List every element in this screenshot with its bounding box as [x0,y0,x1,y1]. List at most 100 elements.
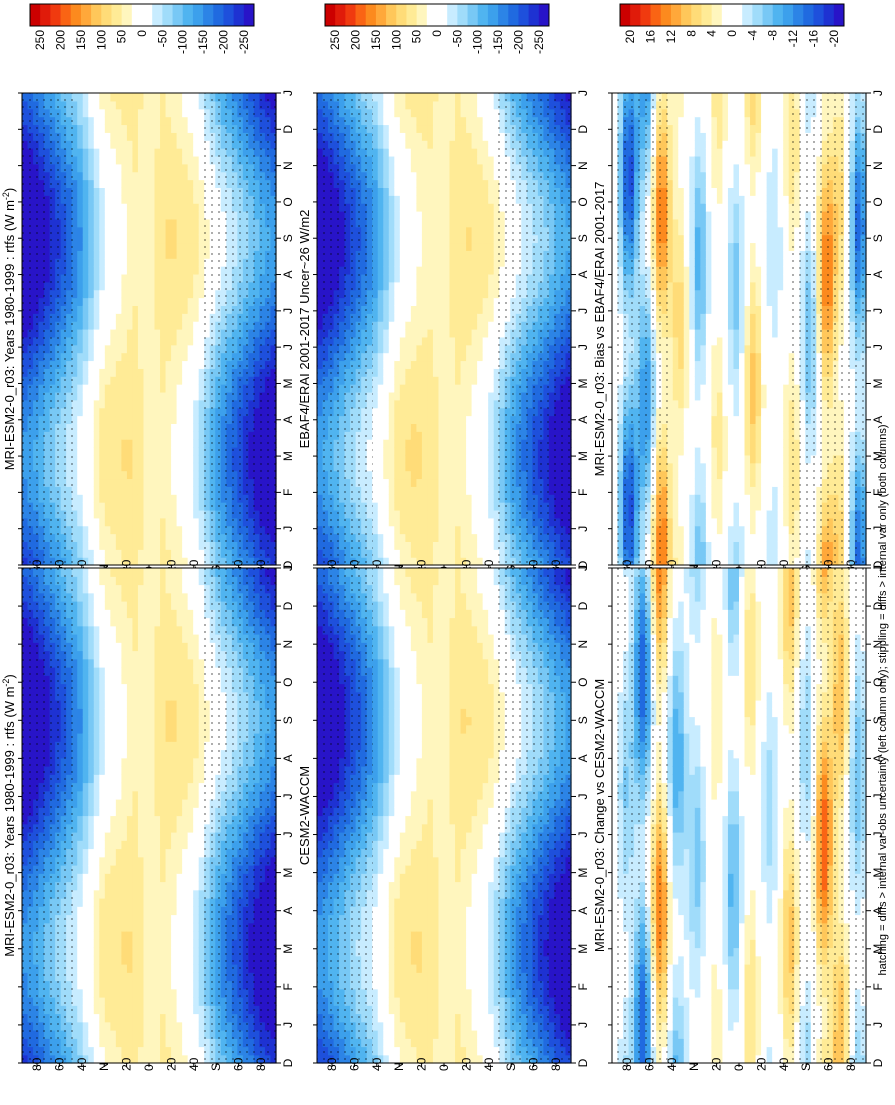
heatmap-cell [99,881,106,891]
heatmap-cell [93,360,100,369]
heatmap-cell [176,898,183,907]
heatmap-cell [104,305,111,314]
heatmap-cell [104,700,111,709]
heatmap-cell [154,955,161,965]
heatmap-cell [104,454,111,464]
heatmap-cell [143,242,150,251]
heatmap-cell [104,329,111,338]
heatmap-cell [115,592,122,602]
heatmap-cell [121,211,128,220]
heatmap-cell [171,171,178,181]
heatmap-cell [99,906,106,916]
heatmap-cell [93,955,100,965]
heatmap-cell [137,1054,145,1064]
heatmap-cell [160,568,167,577]
heatmap-cell [137,898,145,907]
heatmap-cell [132,116,139,126]
heatmap-cell [88,889,95,899]
heatmap-cell [93,1054,100,1064]
heatmap-cell [160,187,167,196]
heatmap-cell [171,823,178,833]
heatmap-cell [77,980,84,990]
heatmap-cell [77,683,84,693]
heatmap-cell [121,203,128,212]
heatmap-cell [88,100,95,110]
heatmap-cell [193,407,200,417]
heatmap-cell [160,955,167,965]
heatmap-cell [182,93,189,102]
heatmap-cell [160,733,167,742]
heatmap-cell [77,93,84,102]
heatmap-cell [176,336,183,346]
heatmap-cell [121,384,128,393]
heatmap-cell [187,273,194,283]
heatmap-cell [176,439,183,448]
heatmap-cell [187,533,194,542]
heatmap-cell [115,939,122,949]
heatmap-cell [115,321,122,330]
heatmap-cell [171,642,178,652]
heatmap-cell [160,329,167,338]
heatmap-cell [149,116,156,126]
heatmap-cell [171,470,178,480]
heatmap-cell [149,502,156,511]
heatmap-cell [182,832,189,841]
heatmap-cell [143,517,150,527]
heatmap-cell [93,914,100,924]
heatmap-cell [176,1021,183,1031]
heatmap-cell [143,972,150,982]
heatmap-cell [126,584,134,594]
heatmap-cell [88,470,95,480]
heatmap-cell [182,171,189,181]
heatmap-cell [82,667,89,676]
heatmap-cell [154,700,161,709]
heatmap-cell [99,148,106,157]
heatmap-cell [182,947,189,957]
heatmap-cell [160,939,167,949]
heatmap-cell [88,997,95,1006]
heatmap-cell [137,218,145,228]
heatmap-cell [77,415,84,424]
heatmap-cell [149,733,156,742]
heatmap-cell [121,116,128,126]
heatmap-cell [154,766,161,775]
heatmap-cell [110,873,117,883]
heatmap-cell [110,675,117,685]
heatmap-cell [160,906,167,916]
heatmap-cell [104,124,111,133]
heatmap-cell [182,906,189,916]
heatmap-cell [115,700,122,709]
heatmap-cell [88,250,95,259]
heatmap-cell [149,609,156,619]
heatmap-cell [193,980,200,990]
heatmap-cell [115,557,122,566]
heatmap-cell [93,898,100,907]
heatmap-cell [99,391,106,401]
heatmap-cell [165,865,172,874]
heatmap-cell [82,774,89,784]
heatmap-cell [82,906,89,916]
heatmap-cell [99,667,106,676]
heatmap-cell [143,321,150,330]
heatmap-cell [110,658,117,668]
heatmap-cell [115,242,122,251]
heatmap-cell [121,741,128,751]
heatmap-cell [77,997,84,1006]
heatmap-cell [104,576,111,586]
heatmap-cell [154,557,161,566]
heatmap-cell [187,947,194,957]
heatmap-cell [93,667,100,676]
heatmap-cell [149,972,156,982]
heatmap-cell [193,266,200,275]
heatmap-cell [82,609,89,619]
heatmap-cell [93,1030,100,1039]
heatmap-cell [193,865,200,874]
heatmap-cell [176,415,183,424]
heatmap-cell [160,1005,167,1015]
heatmap-cell [187,997,194,1006]
heatmap-cell [82,840,89,850]
heatmap-cell [77,486,84,495]
heatmap-cell [104,541,111,550]
heatmap-cell [149,658,156,668]
